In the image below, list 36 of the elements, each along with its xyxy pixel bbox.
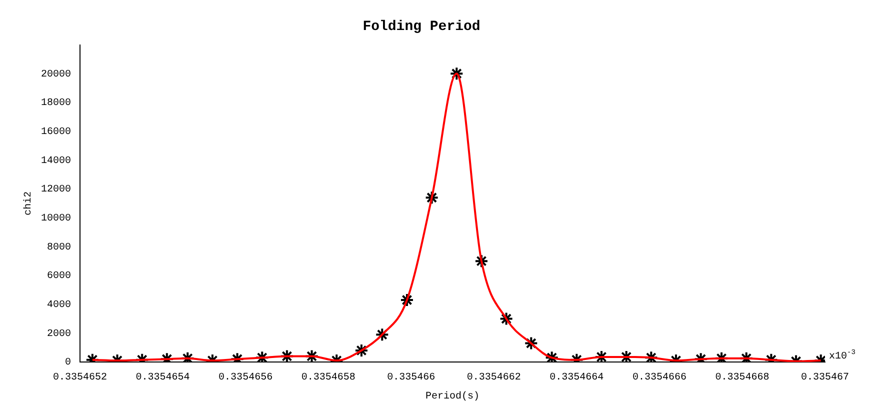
point [280, 349, 294, 362]
y-tick-label: 20000 [40, 69, 72, 80]
x-axis-title: Period(s) [425, 390, 480, 403]
point [474, 254, 488, 268]
point [255, 350, 270, 362]
y-tick-label: 18000 [40, 98, 72, 110]
x-tick-label: 0.3354654 [136, 372, 190, 384]
x-tick-label: 0.3354668 [715, 372, 770, 384]
y-tick-label: 10000 [40, 213, 72, 224]
x-tick-label: 0.3354656 [218, 372, 273, 384]
y-tick-label: 8000 [46, 242, 72, 254]
point [644, 350, 658, 362]
y-tick-label: 12000 [40, 184, 72, 196]
point [424, 190, 439, 205]
chart-title: Folding Period [362, 18, 480, 35]
point [544, 350, 559, 362]
y-tick-label: 16000 [40, 126, 72, 138]
x-tick-label: 0.3354666 [632, 372, 686, 384]
y-tick-label: 0 [64, 358, 72, 369]
point [400, 293, 414, 307]
point [619, 350, 634, 362]
x-tick-label: 0.3354652 [52, 372, 108, 384]
x-tick-label: 0.335466 [387, 372, 436, 384]
y-tick-label: 6000 [46, 271, 72, 282]
line-series [91, 72, 822, 362]
x-tick-label: 0.335467 [800, 372, 850, 384]
x-tick-label: 0.3354664 [550, 372, 604, 384]
point [499, 312, 514, 326]
y-tick-label: 2000 [46, 328, 72, 340]
y-tick-label: 4000 [46, 300, 72, 311]
x-tick-label: 0.3354658 [301, 372, 356, 384]
x-tick-label: 0.3354662 [466, 372, 521, 384]
point [594, 350, 608, 362]
y-tick-label: 14000 [40, 156, 72, 167]
point [304, 349, 319, 362]
y-axis-title: chi2 [22, 191, 35, 216]
